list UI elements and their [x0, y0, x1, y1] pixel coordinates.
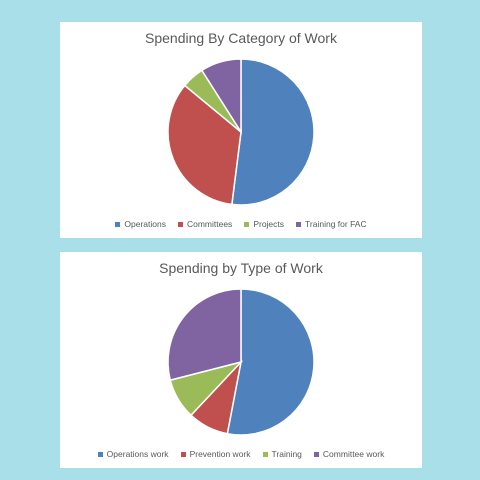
legend-label: Committees — [186, 219, 233, 229]
legend-swatch — [177, 221, 183, 227]
legend-item: Prevention work — [180, 449, 251, 459]
chart-legend: Operations work Prevention work Training Co… — [60, 449, 422, 459]
legend-swatch — [180, 451, 186, 457]
legend-label: Training — [271, 449, 302, 459]
legend-swatch — [313, 451, 319, 457]
legend-label: Projects — [253, 219, 285, 229]
pie-chart-category — [167, 58, 315, 206]
legend-item: Committees — [177, 219, 233, 229]
legend-swatch — [244, 221, 250, 227]
pie-chart-type — [167, 288, 315, 436]
legend-item: Training for FAC — [296, 219, 367, 229]
legend-item: Projects — [244, 219, 284, 229]
legend-label: Operations — [124, 219, 166, 229]
legend-swatch — [97, 451, 103, 457]
legend-label: Committee work — [322, 449, 385, 459]
pie-slice-operations-work — [226, 288, 315, 436]
pie-slice-committees — [167, 84, 242, 206]
legend-label: Prevention work — [189, 449, 251, 459]
pie-slice-committee-work — [167, 288, 242, 382]
legend-item: Committee work — [313, 449, 385, 459]
legend-swatch — [296, 221, 302, 227]
chart-title: Spending by Type of Work — [159, 260, 323, 276]
chart-title: Spending By Category of Work — [145, 30, 337, 46]
chart-panel-category: Spending By Category of Work Operations C… — [60, 22, 422, 238]
legend-label: Operations work — [106, 449, 169, 459]
chart-panel-type: Spending by Type of Work Operations work… — [60, 252, 422, 468]
legend-item: Operations work — [97, 449, 169, 459]
legend-item: Training — [262, 449, 302, 459]
legend-swatch — [115, 221, 121, 227]
chart-legend: Operations Committees Projects Training for… — [60, 219, 422, 229]
legend-item: Operations — [115, 219, 166, 229]
legend-label: Training for FAC — [305, 219, 367, 229]
pie-slice-training-for-fac — [200, 58, 242, 135]
legend-swatch — [262, 451, 268, 457]
pie-slice-operations — [231, 58, 315, 206]
